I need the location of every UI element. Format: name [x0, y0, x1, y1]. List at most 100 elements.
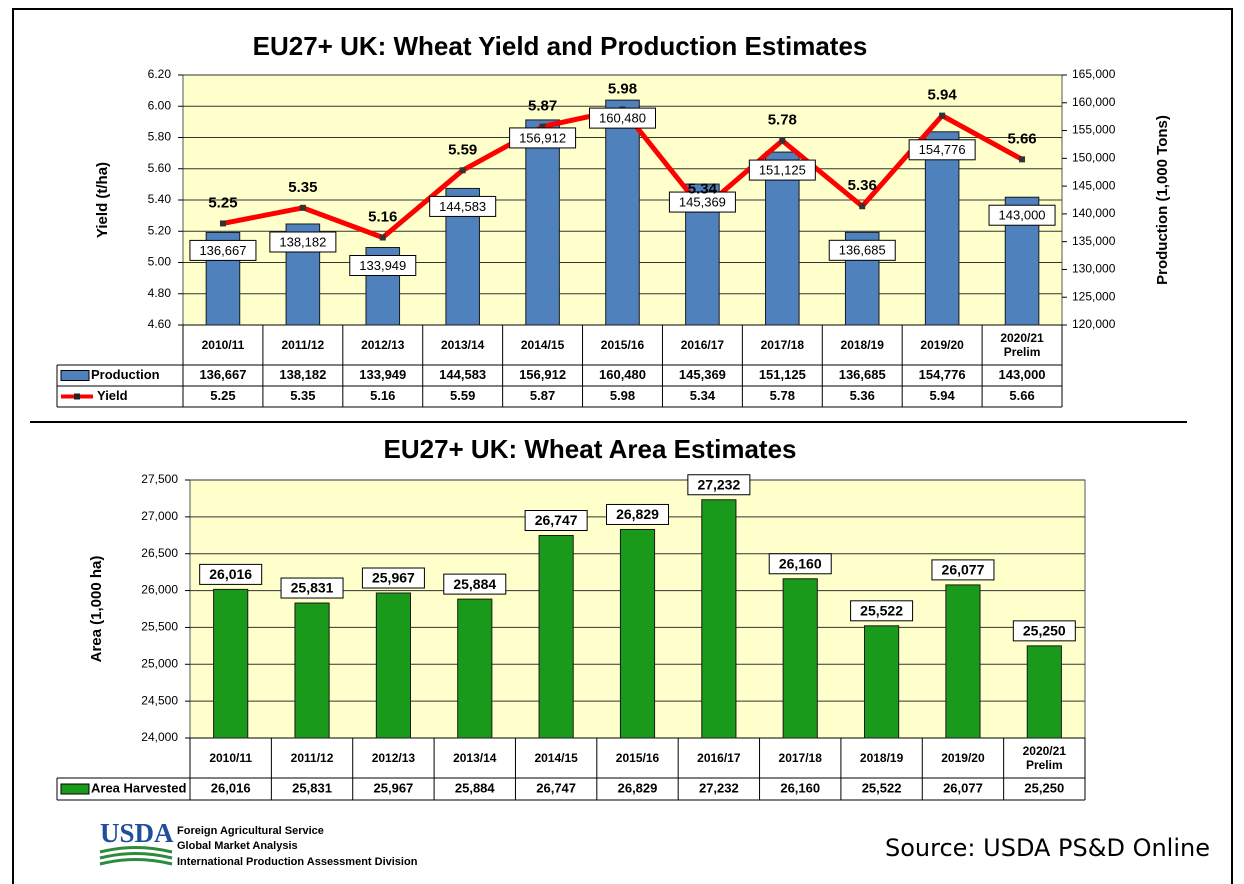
x-tick-label-box: 2018/19	[841, 338, 884, 352]
y2-tick-label: 125,000	[1072, 289, 1116, 303]
bar	[945, 584, 981, 739]
data-label: 136,685	[839, 243, 886, 258]
y-tick-label: 25,000	[141, 656, 178, 670]
data-label-box	[589, 107, 656, 129]
x-tick-label: 2020/21 Prelim	[1022, 744, 1066, 772]
data-label: 25,250	[1023, 623, 1066, 639]
bar	[701, 499, 737, 739]
bar	[782, 578, 818, 739]
x-tick-label-box: 2014/15	[534, 751, 577, 765]
x-tick-label: 2012/13	[361, 338, 405, 352]
data-label: 138,182	[279, 234, 326, 249]
x-tick-label-box: 2011/12	[282, 338, 325, 352]
bar	[765, 151, 800, 326]
line-marker	[859, 203, 866, 210]
y-axis-label: Area (1,000 ha)	[88, 556, 105, 663]
data-label: 25,522	[860, 603, 903, 619]
bar	[294, 602, 330, 739]
data-label-box	[349, 255, 417, 277]
y-tick-label: 26,500	[141, 546, 178, 560]
bar	[538, 535, 574, 739]
logo-waves	[99, 846, 173, 866]
data-label: 25,831	[291, 580, 334, 596]
line-marker	[459, 167, 466, 174]
data-label-box	[280, 577, 344, 599]
y-tick-label: 24,500	[141, 693, 178, 707]
data-label-box	[850, 600, 914, 622]
data-label-box	[199, 563, 263, 585]
x-tick-label: 2014/15	[520, 338, 565, 352]
y2-tick-label: 120,000	[1072, 317, 1116, 331]
data-label-box	[988, 204, 1056, 226]
table-value: 26,077	[943, 780, 983, 795]
data-label: 26,016	[209, 566, 252, 582]
data-label: 26,829	[616, 506, 659, 522]
chart-title: EU27+ UK: Wheat Yield and Production Est…	[253, 31, 868, 61]
data-label: 25,967	[372, 570, 415, 586]
table-value: 145,369	[679, 367, 726, 382]
bar	[605, 99, 640, 326]
y-tick-label: 4.60	[148, 317, 172, 331]
data-label: 156,912	[519, 130, 566, 145]
x-tick-label-box: 2018/19	[860, 751, 903, 765]
y2-tick-label: 135,000	[1072, 234, 1116, 248]
bar	[457, 598, 493, 739]
legend-label: Production	[91, 367, 160, 382]
line-marker	[299, 204, 306, 211]
y-tick-label: 27,500	[141, 472, 178, 486]
x-tick-label-box: 2016/17	[680, 338, 725, 352]
data-label: 5.59	[448, 141, 477, 158]
x-tick-label-box: 2011/12	[291, 751, 334, 765]
table-value: 5.98	[610, 388, 635, 403]
x-tick-label: 2015/16	[600, 338, 645, 352]
table-value: 136,685	[839, 367, 886, 382]
legend-swatch	[60, 370, 90, 381]
data-label-box	[908, 139, 976, 161]
y2-tick-label: 165,000	[1072, 67, 1116, 81]
data-label-box	[443, 573, 507, 595]
table-value: 25,967	[374, 780, 414, 795]
x-tick-label-box: 2017/18	[779, 751, 822, 765]
x-tick-label: 2016/17	[680, 338, 725, 352]
y-tick-label: 4.80	[148, 286, 172, 300]
y-tick-label: 25,500	[141, 620, 178, 634]
legend-label: Yield	[97, 388, 128, 403]
y2-tick-label: 160,000	[1072, 95, 1116, 109]
y-tick-label: 5.40	[148, 192, 172, 206]
data-label: 26,077	[942, 562, 985, 578]
x-tick-label-box: 2010/11	[202, 338, 245, 352]
y-tick-label: 5.80	[148, 130, 172, 144]
y2-tick-label: 140,000	[1072, 206, 1116, 220]
y2-tick-label: 155,000	[1072, 123, 1116, 137]
data-label-box	[509, 127, 577, 149]
x-tick-label-box: 2013/14	[441, 338, 484, 352]
line-marker	[1019, 156, 1026, 163]
data-label: 136,667	[199, 243, 246, 258]
x-tick-label: 2019/20	[920, 338, 964, 352]
line-marker	[539, 123, 546, 130]
x-tick-label: 2013/14	[453, 751, 497, 765]
x-tick-label: 2020/21 Prelim	[1000, 331, 1044, 359]
bar	[924, 131, 960, 326]
table-value: 25,522	[862, 780, 902, 795]
bar	[375, 592, 411, 739]
x-tick-label: 2019/20	[941, 751, 985, 765]
y-tick-label: 6.00	[148, 98, 172, 112]
data-label: 5.25	[208, 194, 237, 211]
data-label-box	[361, 567, 425, 589]
data-label: 151,125	[759, 163, 806, 178]
legend-swatch	[60, 783, 90, 795]
data-label: 26,160	[779, 555, 822, 571]
data-label-box	[606, 503, 669, 525]
table-value: 156,912	[519, 367, 566, 382]
data-label: 154,776	[919, 142, 966, 157]
table-value: 26,016	[211, 780, 251, 795]
table-value: 27,232	[699, 780, 739, 795]
data-label-box	[1012, 620, 1076, 642]
table-value: 5.35	[290, 388, 315, 403]
table-value: 144,583	[439, 367, 486, 382]
x-tick-label: 2012/13	[371, 751, 416, 765]
x-tick-label: 2017/18	[760, 338, 804, 352]
y-tick-label: 5.60	[148, 161, 172, 175]
